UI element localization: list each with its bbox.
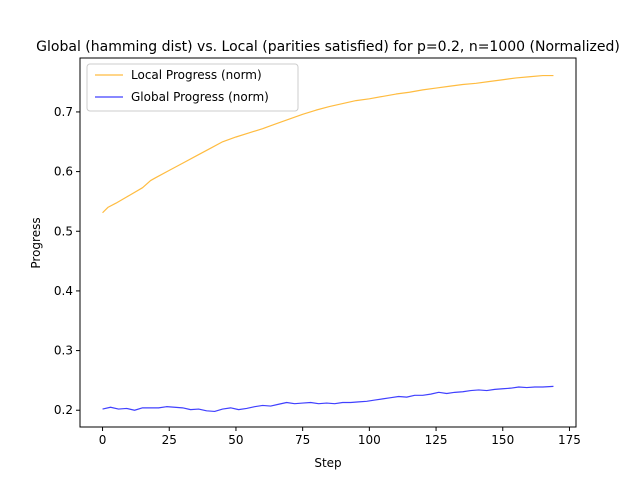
x-tick-label: 125 xyxy=(425,433,448,447)
x-tick-label: 25 xyxy=(162,433,177,447)
legend-label-2: Global Progress (norm) xyxy=(131,90,269,104)
x-axis-label: Step xyxy=(314,456,341,470)
x-tick-label: 100 xyxy=(358,433,381,447)
legend-box xyxy=(86,63,299,112)
series-line-2 xyxy=(102,385,554,413)
x-tick-label: 150 xyxy=(491,433,514,447)
x-tick-label: 0 xyxy=(99,433,107,447)
y-tick-label: 0.3 xyxy=(54,344,73,358)
plot-area xyxy=(102,74,554,413)
series-line-1 xyxy=(102,74,554,214)
plot-frame xyxy=(79,57,577,428)
x-tick-label: 75 xyxy=(295,433,310,447)
x-tick-label: 175 xyxy=(558,433,581,447)
x-axis: 0 25 50 75 100 125 150 175 xyxy=(99,427,581,447)
y-tick-label: 0.6 xyxy=(54,165,73,179)
y-tick-label: 0.2 xyxy=(54,403,73,417)
y-tick-label: 0.5 xyxy=(54,224,73,238)
y-tick-label: 0.4 xyxy=(54,284,73,298)
legend-label-1: Local Progress (norm) xyxy=(131,68,262,82)
x-tick-label: 50 xyxy=(228,433,243,447)
chart-title: Global (hamming dist) vs. Local (paritie… xyxy=(36,39,620,55)
y-axis-label: Progress xyxy=(29,217,43,268)
legend: Local Progress (norm) Global Progress (no… xyxy=(86,63,299,112)
y-tick-label: 0.7 xyxy=(54,105,73,119)
y-axis: 0.2 0.3 0.4 0.5 0.6 0.7 xyxy=(54,105,80,417)
